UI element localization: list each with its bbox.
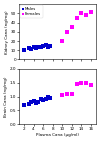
Females xyxy=(76,17,78,19)
Males xyxy=(38,45,39,48)
Point xyxy=(40,98,42,101)
Point xyxy=(35,102,37,104)
Y-axis label: Brain Cana (ng/mg): Brain Cana (ng/mg) xyxy=(4,76,8,117)
Point xyxy=(90,84,92,86)
Point xyxy=(30,101,32,103)
Males xyxy=(33,46,34,49)
Males xyxy=(35,47,37,49)
Males xyxy=(23,49,25,51)
Y-axis label: Kidney Cana (ng/mg): Kidney Cana (ng/mg) xyxy=(5,10,9,54)
Females xyxy=(81,12,82,15)
Point xyxy=(50,97,51,99)
Point xyxy=(66,93,68,96)
Males xyxy=(45,44,46,46)
Point xyxy=(28,102,30,105)
Males xyxy=(30,48,32,50)
Males xyxy=(47,45,49,48)
Point xyxy=(71,93,73,95)
Females xyxy=(66,31,68,33)
Point xyxy=(62,94,63,96)
Point xyxy=(38,101,39,103)
Males xyxy=(50,45,51,47)
Females xyxy=(86,14,87,16)
Females xyxy=(71,26,73,28)
Point xyxy=(23,104,25,106)
Males xyxy=(42,45,44,47)
Males xyxy=(40,46,42,49)
Females xyxy=(90,10,92,13)
Females xyxy=(62,40,63,42)
Point xyxy=(86,82,87,84)
Point xyxy=(76,83,78,85)
Males xyxy=(28,47,30,49)
Legend: Males, Females: Males, Females xyxy=(20,5,43,18)
Point xyxy=(81,82,82,84)
X-axis label: Plasma Cana (μg/ml): Plasma Cana (μg/ml) xyxy=(36,133,79,137)
Point xyxy=(42,99,44,101)
Point xyxy=(45,98,46,100)
Point xyxy=(47,95,49,98)
Point xyxy=(33,100,34,102)
